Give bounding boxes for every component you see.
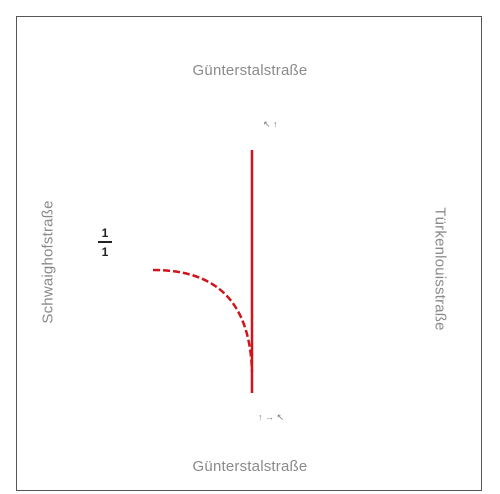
lane-label-top: ↖ ↑ bbox=[263, 119, 278, 129]
lane-label-bottom: ↑ → ↖ bbox=[258, 412, 285, 422]
fraction-bar bbox=[98, 241, 112, 243]
fraction-denominator: 1 bbox=[101, 245, 109, 259]
turn-route-curve bbox=[152, 268, 254, 373]
street-label-top: Günterstalstraße bbox=[192, 62, 308, 79]
street-label-bottom: Günterstalstraße bbox=[192, 458, 308, 475]
phase-fraction: 1 1 bbox=[98, 226, 112, 259]
fraction-numerator: 1 bbox=[101, 226, 109, 240]
diagram-frame bbox=[16, 16, 482, 491]
